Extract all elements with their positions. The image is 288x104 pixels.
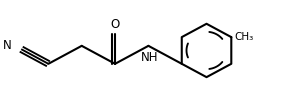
Text: O: O [110, 18, 120, 31]
Text: N: N [3, 39, 12, 52]
Text: CH₃: CH₃ [235, 32, 254, 42]
Text: NH: NH [141, 51, 158, 64]
